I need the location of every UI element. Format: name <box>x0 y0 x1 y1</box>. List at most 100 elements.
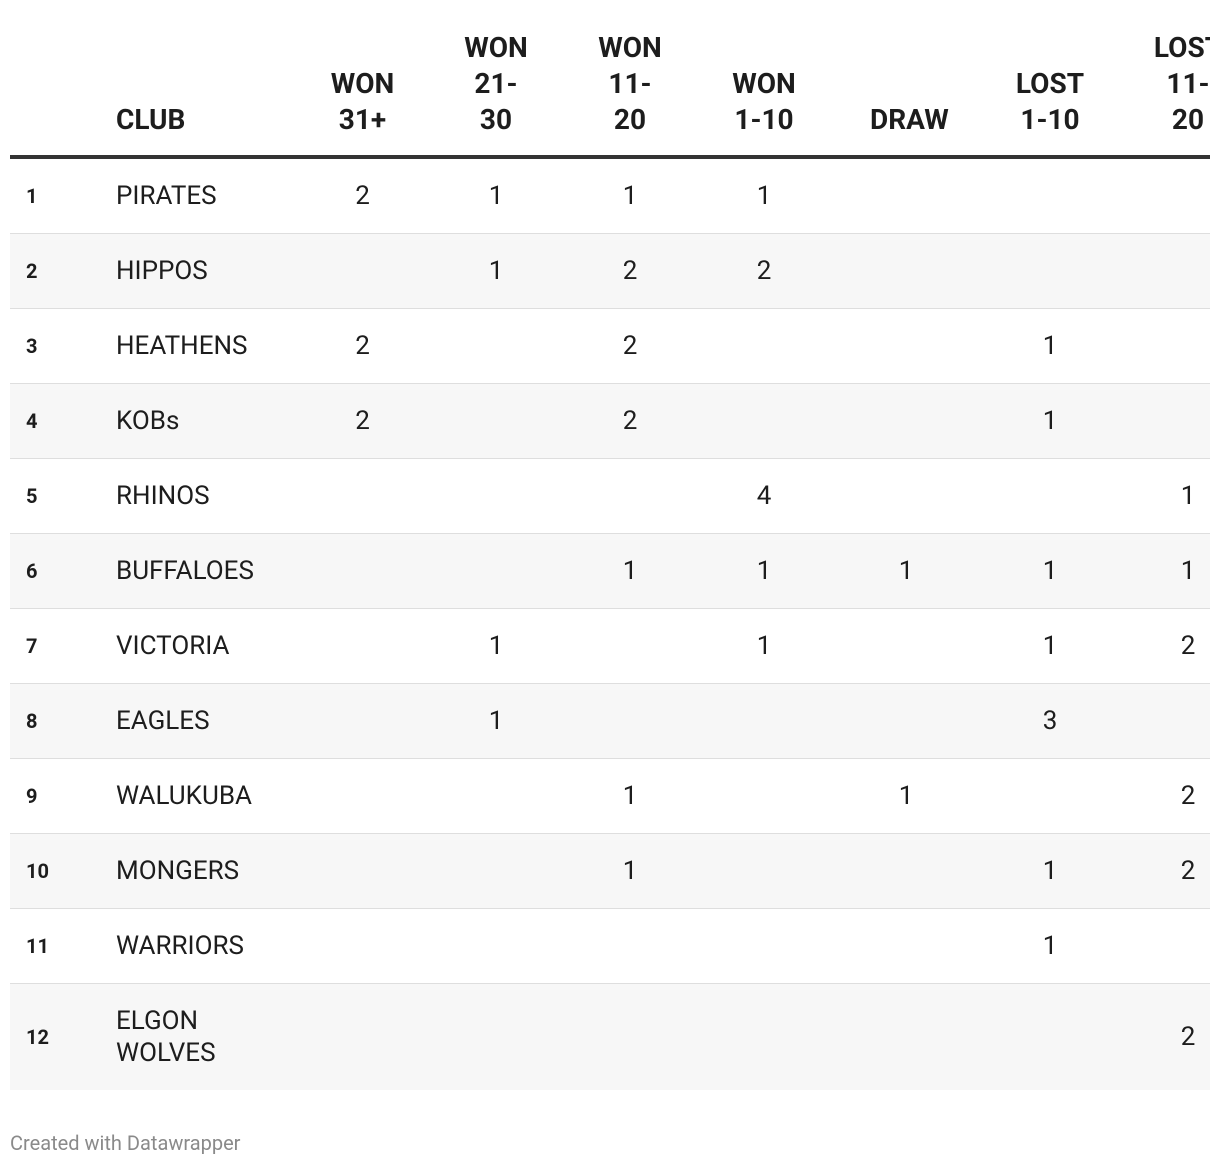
club-cell: BUFFALOES <box>106 533 296 609</box>
rank-cell: 1 <box>10 157 106 234</box>
column-header: WON 1-10 <box>697 30 831 159</box>
result-cell <box>563 608 697 684</box>
result-cell <box>563 683 697 759</box>
club-cell: MONGERS <box>106 833 296 909</box>
result-cell: 1 <box>981 308 1119 384</box>
result-cell: 2 <box>1119 983 1210 1090</box>
result-cell <box>831 157 981 234</box>
result-cell: 1 <box>563 533 697 609</box>
result-cell <box>697 683 831 759</box>
result-cell <box>296 608 429 684</box>
result-cell: 2 <box>697 233 831 309</box>
rank-cell: 7 <box>10 608 106 684</box>
result-cell: 1 <box>697 533 831 609</box>
club-cell: VICTORIA <box>106 608 296 684</box>
result-cell: 1 <box>981 608 1119 684</box>
result-cell: 2 <box>563 383 697 459</box>
result-cell <box>981 458 1119 534</box>
column-header-text: DRAW <box>870 103 949 136</box>
result-cell: 2 <box>1119 833 1210 909</box>
result-cell: 2 <box>563 308 697 384</box>
result-cell <box>296 458 429 534</box>
result-cell: 1 <box>981 833 1119 909</box>
club-cell: HEATHENS <box>106 308 296 384</box>
result-cell: 2 <box>296 308 429 384</box>
result-cell <box>429 458 563 534</box>
result-cell: 1 <box>697 157 831 234</box>
column-header-text: LOST 11-20 <box>1153 31 1210 136</box>
result-cell: 1 <box>429 233 563 309</box>
result-cell <box>831 308 981 384</box>
result-cell <box>429 983 563 1090</box>
club-cell: KOBs <box>106 383 296 459</box>
result-cell: 1 <box>831 533 981 609</box>
result-cell <box>697 908 831 984</box>
result-cell: 2 <box>296 157 429 234</box>
result-cell <box>831 983 981 1090</box>
rank-cell: 11 <box>10 908 106 984</box>
table-row: 3 HEATHENS 2 2 1 <box>10 308 1210 384</box>
result-cell: 1 <box>429 157 563 234</box>
table-body: 1 PIRATES 2 1 1 1 2 HIPPOS 1 2 2 3 HEATHENS 2 2 1 4 KOBs 2… <box>10 157 1210 1090</box>
result-cell: 1 <box>981 533 1119 609</box>
result-cell <box>429 833 563 909</box>
rank-cell: 5 <box>10 458 106 534</box>
result-cell <box>831 683 981 759</box>
result-cell <box>1119 157 1210 234</box>
result-cell <box>429 758 563 834</box>
column-header: LOST 1-10 <box>981 30 1119 159</box>
result-cell: 2 <box>563 233 697 309</box>
result-cell: 4 <box>697 458 831 534</box>
result-cell <box>429 533 563 609</box>
result-cell: 1 <box>831 758 981 834</box>
result-cell: 1 <box>981 383 1119 459</box>
result-cell <box>296 908 429 984</box>
result-cell <box>429 383 563 459</box>
result-cell <box>296 233 429 309</box>
result-cell <box>1119 308 1210 384</box>
result-cell <box>697 308 831 384</box>
result-cell: 2 <box>1119 608 1210 684</box>
result-cell <box>697 983 831 1090</box>
result-cell: 1 <box>563 157 697 234</box>
result-cell: 2 <box>1119 758 1210 834</box>
header-cell <box>10 30 106 159</box>
column-header: WON 21-30 <box>429 30 563 159</box>
club-cell: WARRIORS <box>106 908 296 984</box>
column-header-text: WON 1-10 <box>732 67 796 136</box>
result-cell: 1 <box>1119 533 1210 609</box>
table-row: 5 RHINOS 4 1 <box>10 458 1210 534</box>
result-cell: 1 <box>429 683 563 759</box>
result-cell: 1 <box>563 833 697 909</box>
result-cell <box>831 383 981 459</box>
result-cell: 1 <box>429 608 563 684</box>
table-row: 4 KOBs 2 2 1 <box>10 383 1210 459</box>
result-cell <box>831 908 981 984</box>
table-container: CLUB WON 31+ WON 21-30 WON 11-20 WON 1-10 DRA… <box>10 30 1210 1090</box>
table-row: 2 HIPPOS 1 2 2 <box>10 233 1210 309</box>
credit: Created with Datawrapper <box>10 1131 241 1155</box>
result-cell <box>429 308 563 384</box>
table-row: 10 MONGERS 1 1 2 <box>10 833 1210 909</box>
column-header: DRAW <box>831 30 981 159</box>
club-cell: WALUKUBA <box>106 758 296 834</box>
table-row: 6 BUFFALOES 1 1 1 1 1 <box>10 533 1210 609</box>
result-cell <box>296 533 429 609</box>
result-cell <box>1119 683 1210 759</box>
club-cell: PIRATES <box>106 157 296 234</box>
result-cell <box>296 983 429 1090</box>
result-cell <box>1119 383 1210 459</box>
table-row: 8 EAGLES 1 3 <box>10 683 1210 759</box>
result-cell <box>831 458 981 534</box>
result-cell: 1 <box>981 908 1119 984</box>
result-cell: 3 <box>981 683 1119 759</box>
result-cell <box>831 233 981 309</box>
column-header: CLUB <box>106 30 296 159</box>
club-cell: ELGON WOLVES <box>106 983 296 1090</box>
result-cell <box>296 758 429 834</box>
result-cell: 1 <box>563 758 697 834</box>
result-cell <box>981 157 1119 234</box>
table: CLUB WON 31+ WON 21-30 WON 11-20 WON 1-10 DRA… <box>10 30 1210 1090</box>
rank-cell: 12 <box>10 983 106 1090</box>
